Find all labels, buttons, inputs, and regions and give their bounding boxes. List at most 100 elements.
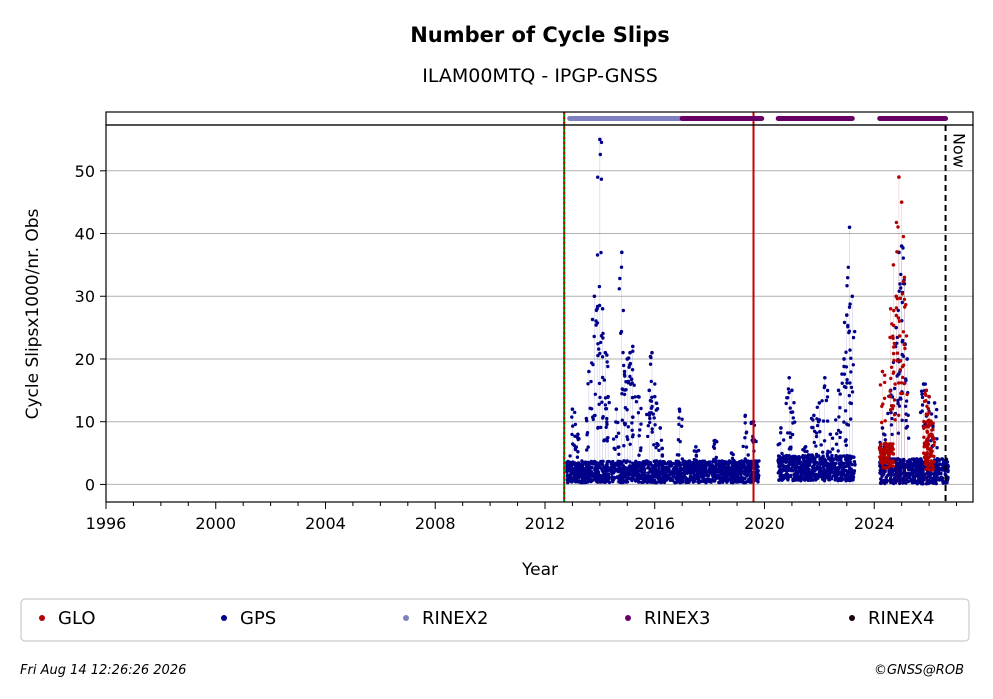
data-point [941, 479, 945, 483]
data-point [714, 462, 718, 466]
data-point [837, 477, 841, 481]
data-point [934, 415, 938, 419]
data-point [834, 453, 838, 458]
data-point [619, 265, 624, 269]
data-point [849, 417, 853, 421]
data-point [660, 471, 665, 475]
data-point [611, 437, 616, 441]
data-point [589, 407, 594, 411]
data-point [697, 470, 701, 474]
data-point [598, 351, 602, 356]
data-point [619, 329, 624, 334]
data-point [727, 469, 732, 473]
data-point [890, 478, 894, 482]
data-point [626, 425, 630, 429]
data-point [894, 473, 898, 477]
data-point [706, 479, 710, 483]
data-point [828, 432, 833, 437]
data-point [738, 478, 742, 482]
data-point [630, 368, 635, 372]
data-point [694, 453, 698, 457]
data-point [888, 451, 892, 456]
data-point [738, 462, 742, 466]
data-point [630, 473, 634, 477]
data-point [667, 473, 671, 478]
data-point [884, 475, 889, 480]
data-point [793, 420, 797, 424]
data-point [890, 432, 894, 437]
data-point [926, 436, 930, 440]
data-point [652, 443, 656, 447]
data-point [567, 479, 571, 483]
data-point [640, 461, 644, 465]
data-point [706, 463, 711, 467]
data-point [648, 420, 652, 425]
x-tick-label: 2008 [415, 514, 456, 533]
data-point [888, 445, 892, 450]
data-point [889, 376, 893, 381]
data-point [905, 474, 909, 478]
data-point [583, 469, 587, 473]
data-point [881, 480, 885, 485]
data-point [930, 454, 934, 458]
data-point [887, 458, 891, 463]
data-point [777, 478, 781, 482]
data-point [777, 470, 782, 474]
data-point [569, 468, 573, 473]
data-point [818, 430, 822, 434]
data-point [728, 476, 732, 480]
data-point [682, 463, 687, 467]
data-point [631, 469, 635, 473]
data-point [899, 397, 903, 401]
data-point [898, 481, 902, 486]
data-point [794, 471, 798, 476]
data-point [927, 455, 931, 460]
data-point [802, 461, 806, 465]
data-point [680, 417, 684, 421]
legend-label-rinex2: RINEX2 [422, 608, 488, 629]
data-point [810, 465, 815, 469]
data-point [680, 457, 684, 461]
data-point [724, 465, 728, 470]
data-point [622, 444, 626, 448]
data-point [804, 476, 809, 480]
data-point [836, 449, 840, 453]
data-point [699, 471, 704, 476]
data-point [614, 407, 619, 411]
data-point [831, 466, 835, 470]
data-point [878, 468, 883, 472]
data-point [654, 401, 659, 405]
chart-title: Number of Cycle Slips [410, 23, 670, 47]
data-point [595, 321, 600, 325]
data-point [587, 369, 591, 374]
data-point [708, 471, 713, 475]
data-point [626, 437, 630, 442]
data-point [634, 478, 638, 482]
data-point [837, 415, 841, 419]
data-point [889, 423, 894, 427]
data-point [889, 365, 894, 369]
data-point [891, 460, 895, 464]
data-point [712, 478, 716, 482]
data-point [650, 478, 654, 482]
data-point [680, 424, 684, 428]
data-point [649, 463, 653, 467]
data-point [735, 466, 739, 471]
data-point [568, 454, 572, 458]
data-point [928, 462, 933, 467]
data-point [720, 468, 725, 472]
data-point [910, 457, 914, 461]
data-point [896, 308, 900, 313]
data-point [941, 466, 945, 471]
data-point [598, 465, 602, 470]
data-point [647, 413, 652, 417]
data-point [652, 416, 656, 420]
data-point [617, 445, 621, 449]
data-point [891, 452, 896, 456]
data-point [605, 422, 609, 427]
data-point [791, 454, 795, 459]
data-point [889, 473, 893, 477]
data-point [883, 419, 887, 423]
data-point [598, 480, 602, 484]
data-point [677, 416, 681, 420]
